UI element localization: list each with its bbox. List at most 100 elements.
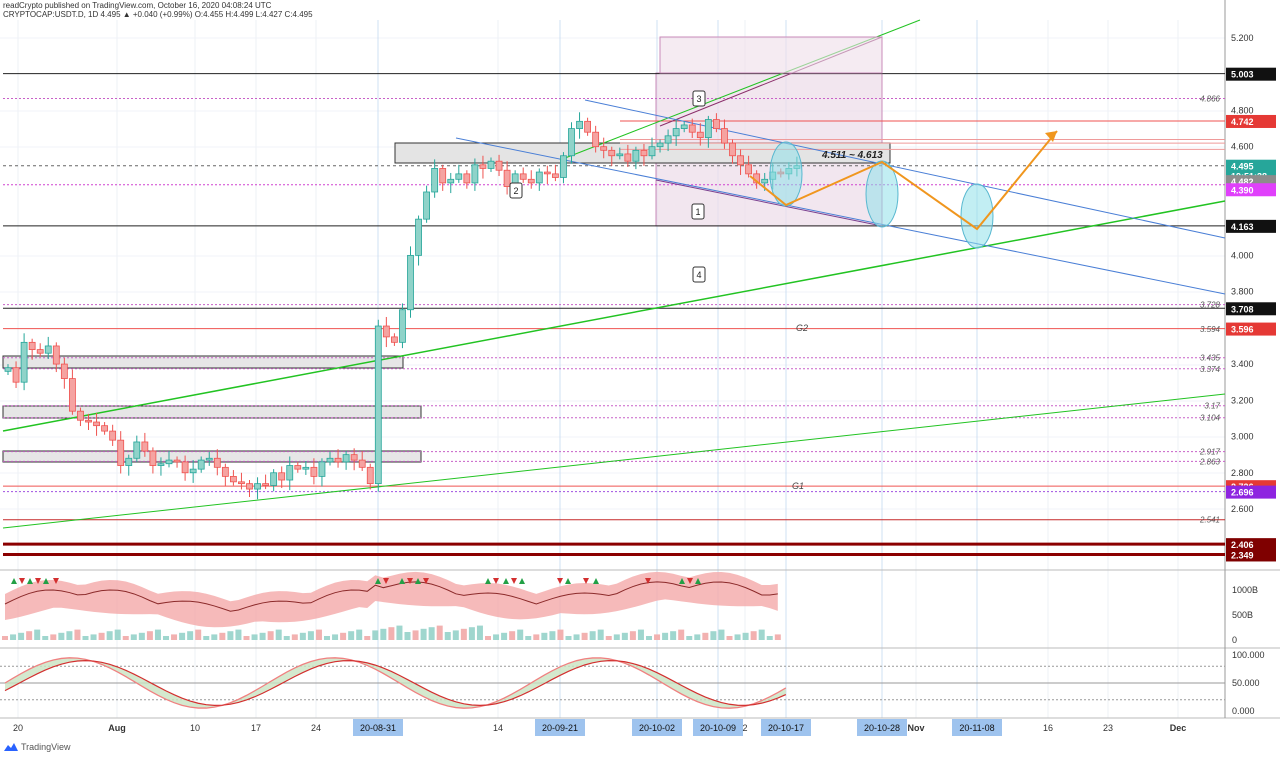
volume-bar [742, 632, 749, 640]
volume-bar [179, 632, 186, 640]
level-label: 2.541 [1199, 516, 1220, 525]
volume-ma-line [4, 581, 778, 612]
time-label: 20-09-21 [542, 723, 578, 733]
indicator-panes [0, 571, 1225, 709]
candle-body [358, 459, 366, 468]
trendlines [2, 19, 1226, 529]
volume-bar [621, 632, 628, 640]
candle-body [350, 454, 358, 461]
time-label: 17 [251, 723, 261, 733]
volume-bar [694, 634, 701, 640]
candle-body [439, 168, 447, 184]
date-highlight [952, 719, 1002, 736]
price-tick: 2.800 [1231, 468, 1254, 478]
candle-body [93, 421, 100, 427]
volume-bar [66, 631, 73, 640]
volume-bar [476, 625, 483, 640]
volume-bar [195, 629, 202, 640]
candle-body [149, 450, 157, 466]
grey-zone-box [2, 450, 422, 463]
signal-marker [35, 578, 41, 584]
candle-body [729, 142, 736, 157]
volume-bar [58, 632, 65, 640]
grey-zone-box [2, 405, 422, 419]
volume-bar [678, 629, 685, 640]
volume-bar [758, 629, 765, 640]
point-marker [692, 90, 706, 107]
volume-bar [275, 629, 282, 640]
osc-tick: 50.000 [1232, 678, 1260, 688]
candle-body [632, 149, 640, 162]
candle-body [399, 309, 406, 343]
volume-bar [243, 636, 250, 640]
annotations: 4.511 ~ 4.613 G2 G1 1 2 3 4 [509, 90, 883, 491]
candle-body [326, 457, 334, 463]
signal-marker [519, 578, 525, 584]
time-label: 20-08-31 [360, 723, 396, 733]
price-tick: 4.000 [1231, 250, 1254, 260]
price-tick: 3.400 [1231, 359, 1254, 369]
price-tag [1226, 159, 1276, 173]
price-axis: 5.200 4.800 4.600 4.000 3.800 3.400 3.200 3.000… [1199, 33, 1276, 716]
date-highlight [353, 719, 403, 736]
tradingview-watermark: TradingView [4, 742, 71, 752]
volume-bar [557, 629, 564, 640]
time-label: 16 [1043, 723, 1053, 733]
horizontal-levels [3, 73, 1225, 556]
price-tag-label: 2.406 [1231, 540, 1254, 550]
signal-marker [399, 578, 405, 584]
candle-body [205, 457, 213, 461]
candle-body [165, 459, 173, 465]
candle-body [189, 468, 197, 474]
candle-body [20, 341, 28, 383]
volume-bar [436, 625, 443, 640]
volume-bar [460, 628, 467, 640]
candle-body [117, 439, 125, 466]
volume-bar [468, 627, 475, 640]
time-label: Nov [907, 723, 924, 733]
candle-body [286, 465, 294, 481]
signal-marker [493, 578, 499, 584]
candle-body [28, 341, 36, 350]
candle-body [680, 124, 688, 129]
candle-body [229, 475, 237, 483]
candle-body [721, 128, 728, 144]
signal-marker [407, 578, 413, 584]
candle-body [390, 336, 398, 343]
volume-bar [637, 629, 644, 640]
volume-bar [122, 636, 129, 640]
price-tag [1226, 114, 1276, 128]
candle-body [519, 173, 527, 180]
volume-bar [324, 636, 330, 640]
price-tag-label: 4.495 [1231, 162, 1254, 172]
volume-bar [219, 632, 226, 640]
volume-bar [74, 629, 81, 640]
candle-body [36, 349, 44, 354]
volume-bar [211, 634, 218, 640]
price-tick: 3.800 [1231, 287, 1254, 297]
volume-bar [138, 632, 145, 640]
candle-body [382, 325, 390, 338]
time-label: 23 [1103, 723, 1113, 733]
price-tick: 4.600 [1231, 142, 1254, 152]
green-trendline-lower [2, 393, 1226, 529]
date-highlight [535, 719, 585, 736]
volume-bar [82, 636, 89, 640]
candle-body [310, 466, 318, 477]
publish-info: readCrypto published on TradingView.com,… [3, 1, 272, 10]
point-label: 3 [696, 94, 701, 104]
volume-bar [315, 629, 322, 640]
candle-body [69, 378, 76, 412]
signal-marker [593, 578, 599, 584]
candle-body [447, 178, 455, 184]
candle-body [664, 135, 672, 144]
volume-bar [686, 636, 693, 640]
level-label: 3.104 [1200, 414, 1221, 423]
projection-path [749, 130, 1058, 249]
candle-body [543, 171, 551, 175]
channel-upper [584, 99, 1226, 239]
time-label: 10 [190, 723, 200, 733]
price-tag-label: 4.742 [1231, 117, 1254, 127]
